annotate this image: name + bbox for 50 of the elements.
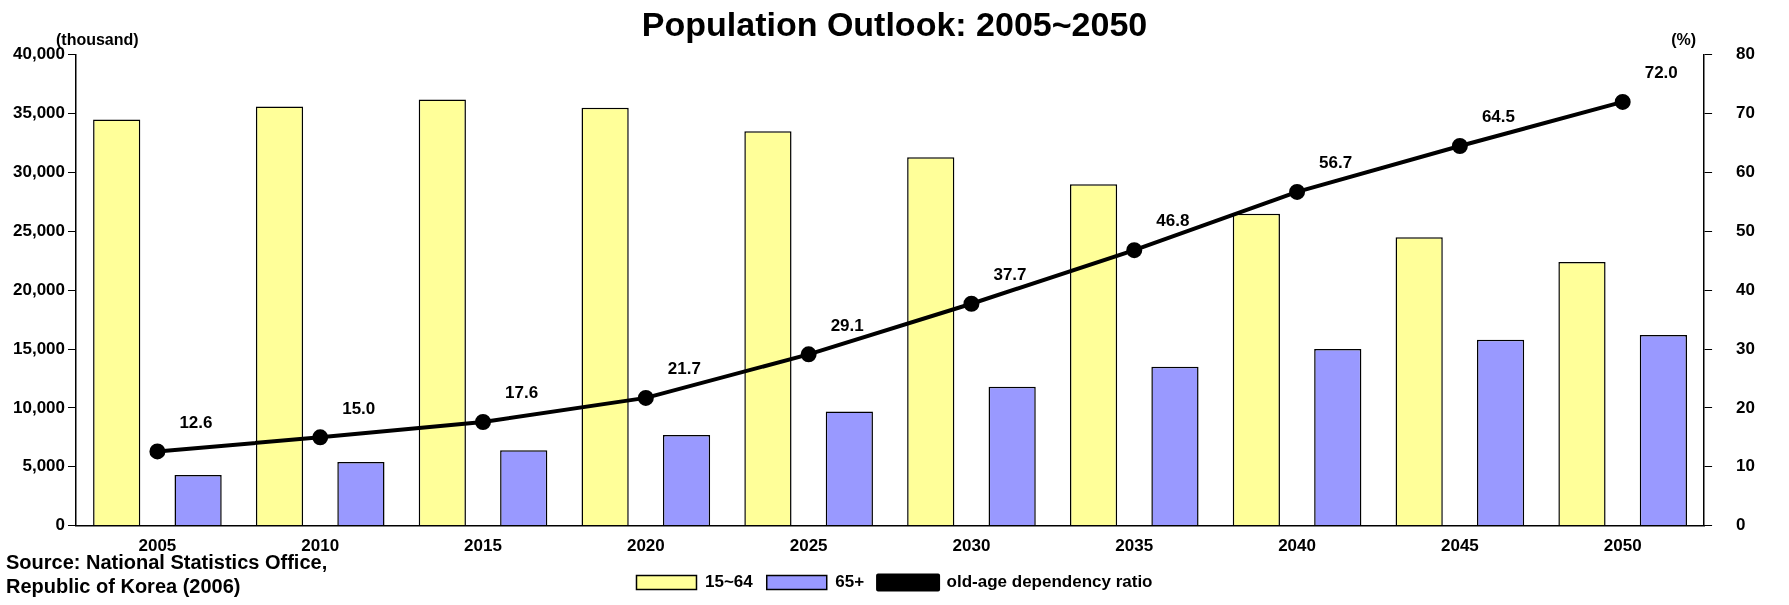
point bbox=[475, 414, 492, 431]
point bbox=[1614, 93, 1631, 110]
data-label: 37.7 bbox=[993, 264, 1027, 284]
data-label: 21.7 bbox=[667, 359, 701, 379]
point bbox=[312, 429, 329, 446]
chart-title: Population Outlook: 2005~2050 bbox=[641, 4, 1148, 43]
x-tick-label: 2030 bbox=[952, 536, 991, 556]
y2-tick-label: 30 bbox=[1736, 338, 1756, 358]
y-tick-label: 0 bbox=[55, 515, 65, 535]
y2-tick-label: 70 bbox=[1736, 103, 1756, 123]
x-tick-label: 2020 bbox=[626, 536, 665, 556]
y-tick-label: 25,000 bbox=[13, 221, 65, 241]
legend-label: old-age dependency ratio bbox=[946, 572, 1153, 592]
x-tick-label: 2045 bbox=[1440, 536, 1479, 556]
data-label: 17.6 bbox=[505, 383, 539, 403]
data-label: 15.0 bbox=[342, 398, 376, 418]
data-label: 12.6 bbox=[179, 412, 213, 432]
data-label: 46.8 bbox=[1156, 211, 1190, 231]
data-label: 29.1 bbox=[830, 315, 864, 335]
point bbox=[1451, 138, 1468, 155]
legend-label: 15~64 bbox=[705, 572, 754, 592]
y2-tick-label: 20 bbox=[1736, 397, 1756, 417]
y-tick-label: 35,000 bbox=[13, 103, 65, 123]
y-tick-label: 15,000 bbox=[13, 338, 65, 358]
point bbox=[1126, 242, 1143, 259]
point bbox=[800, 346, 817, 363]
x-tick-label: 2040 bbox=[1278, 536, 1316, 556]
y2-axis-title: (%) bbox=[1671, 31, 1697, 49]
data-label: 64.5 bbox=[1481, 107, 1515, 127]
y2-tick-label: 0 bbox=[1736, 515, 1746, 535]
x-tick-label: 2035 bbox=[1115, 536, 1154, 556]
point bbox=[637, 389, 654, 406]
y-tick-label: 5,000 bbox=[22, 456, 65, 476]
x-tick-label: 2050 bbox=[1603, 536, 1642, 556]
data-label: 56.7 bbox=[1319, 153, 1353, 173]
y2-tick-label: 10 bbox=[1736, 456, 1756, 476]
point bbox=[963, 295, 980, 312]
legend-label: 65+ bbox=[835, 572, 865, 592]
y-tick-label: 20,000 bbox=[13, 279, 65, 299]
x-tick-label: 2025 bbox=[789, 536, 828, 556]
point bbox=[1289, 183, 1306, 200]
y-tick-label: 10,000 bbox=[13, 397, 65, 417]
y2-tick-label: 40 bbox=[1736, 279, 1756, 299]
data-label: 72.0 bbox=[1644, 63, 1678, 83]
x-tick-label: 2015 bbox=[464, 536, 502, 556]
point bbox=[149, 443, 166, 460]
y2-tick-label: 60 bbox=[1736, 162, 1756, 182]
y-tick-label: 30,000 bbox=[13, 162, 65, 182]
y2-tick-label: 80 bbox=[1736, 44, 1756, 64]
y2-tick-label: 50 bbox=[1736, 221, 1756, 241]
